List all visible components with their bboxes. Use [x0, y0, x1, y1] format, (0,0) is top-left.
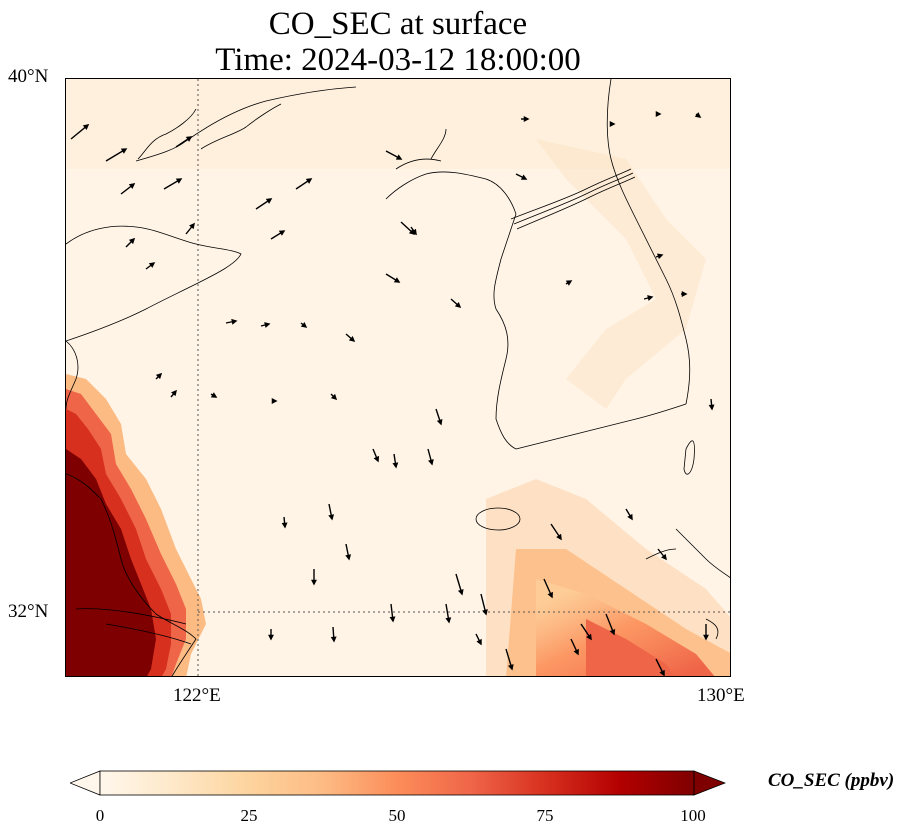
- wind-arrowhead: [265, 198, 273, 204]
- map-subtitle-time: Time: 2024-03-12 18:00:00: [215, 42, 581, 78]
- wind-arrowhead: [348, 335, 356, 343]
- wind-arrowhead: [345, 554, 352, 561]
- wind-arrowhead: [373, 455, 380, 463]
- wind-arrowhead: [647, 295, 654, 301]
- colorbar-tick-50: 50: [388, 806, 406, 825]
- wind-arrowhead: [708, 404, 715, 411]
- map-canvas: [66, 79, 730, 676]
- wind-arrowhead: [428, 459, 434, 466]
- wind-arrowhead: [436, 419, 443, 426]
- lat-label-40n: 40°N: [8, 66, 49, 87]
- co-plume-korea: [536, 139, 706, 409]
- wind-arrowhead: [393, 277, 401, 283]
- wind-arrowhead: [661, 553, 667, 561]
- colorbar-label: CO_SEC (ppbv): [768, 770, 895, 791]
- co-plume-southeast-core: [536, 579, 715, 676]
- colorbar-tick-75: 75: [536, 806, 554, 825]
- map-title: CO_SEC at surface: [268, 6, 528, 42]
- lon-label-122e: 122°E: [173, 685, 221, 706]
- wind-arrowhead: [445, 617, 452, 624]
- wind-arrowhead: [271, 398, 278, 404]
- wind-arrowhead: [148, 262, 156, 268]
- wind-arrowhead: [703, 634, 709, 641]
- wind-vectors: [70, 111, 715, 676]
- wind-arrowhead: [231, 318, 238, 325]
- wind-arrowhead: [268, 634, 274, 641]
- wind-arrowhead: [305, 178, 313, 184]
- wind-arrowhead: [547, 591, 553, 599]
- wind-arrowhead: [659, 669, 665, 676]
- colorbar-tick-25: 25: [240, 806, 258, 825]
- co-field-north-band: [66, 79, 730, 169]
- wind-arrowhead: [330, 636, 337, 643]
- wind-arrowhead: [556, 533, 562, 541]
- colorbar-gradient: [99, 770, 695, 796]
- colorbar-extend-high: [693, 770, 727, 796]
- wind-arrowhead: [411, 228, 417, 236]
- wind-arrowhead: [609, 628, 616, 636]
- wind-arrowhead: [264, 322, 271, 328]
- wind-arrowhead: [523, 116, 530, 122]
- wind-arrowhead: [507, 664, 514, 671]
- wind-arrowhead: [573, 648, 579, 656]
- colorbar: [68, 768, 727, 798]
- lon-label-130e: 130°E: [697, 685, 745, 706]
- wind-arrowhead: [565, 280, 573, 286]
- wind-arrowhead: [82, 124, 90, 130]
- wind-arrowhead: [520, 174, 528, 180]
- colorbar-tick-100: 100: [680, 806, 706, 825]
- wind-arrowhead: [330, 393, 338, 401]
- wind-arrowhead: [185, 136, 193, 142]
- wind-arrowhead: [681, 291, 688, 297]
- wind-arrowhead: [457, 589, 464, 596]
- wind-arrowhead: [300, 322, 308, 328]
- wind-arrowhead: [392, 462, 399, 469]
- wind-arrowhead: [120, 148, 128, 154]
- wind-arrowhead: [210, 392, 218, 398]
- wind-arrowhead: [694, 112, 702, 118]
- map-panel: [65, 78, 731, 677]
- wind-arrowhead: [627, 513, 633, 521]
- wind-arrowhead: [657, 253, 664, 260]
- wind-arrowhead: [395, 154, 403, 160]
- wind-arrowhead: [609, 121, 616, 127]
- wind-arrowhead: [389, 616, 396, 623]
- lat-label-32n: 32°N: [8, 601, 49, 622]
- wind-arrowhead: [175, 178, 183, 184]
- colorbar-tick-0: 0: [95, 806, 105, 825]
- wind-arrowhead: [170, 389, 177, 397]
- wind-arrowhead: [128, 183, 136, 189]
- wind-arrowhead: [454, 301, 462, 309]
- wind-arrowhead: [586, 633, 592, 641]
- colorbar-extend-low: [68, 770, 101, 796]
- wind-arrowhead: [328, 514, 335, 521]
- wind-arrowhead: [476, 638, 482, 646]
- wind-arrowhead: [311, 579, 317, 586]
- wind-arrowhead: [189, 222, 195, 230]
- wind-arrowhead: [155, 372, 163, 380]
- wind-arrowhead: [482, 609, 488, 616]
- wind-arrowhead: [281, 522, 288, 529]
- wind-arrowhead: [278, 230, 286, 236]
- wind-arrowhead: [655, 111, 662, 117]
- co-plume-southwest-core: [66, 449, 156, 676]
- wind-arrowhead: [128, 237, 136, 245]
- coastlines: [66, 79, 730, 676]
- co-plume-southeast-hot: [586, 619, 675, 676]
